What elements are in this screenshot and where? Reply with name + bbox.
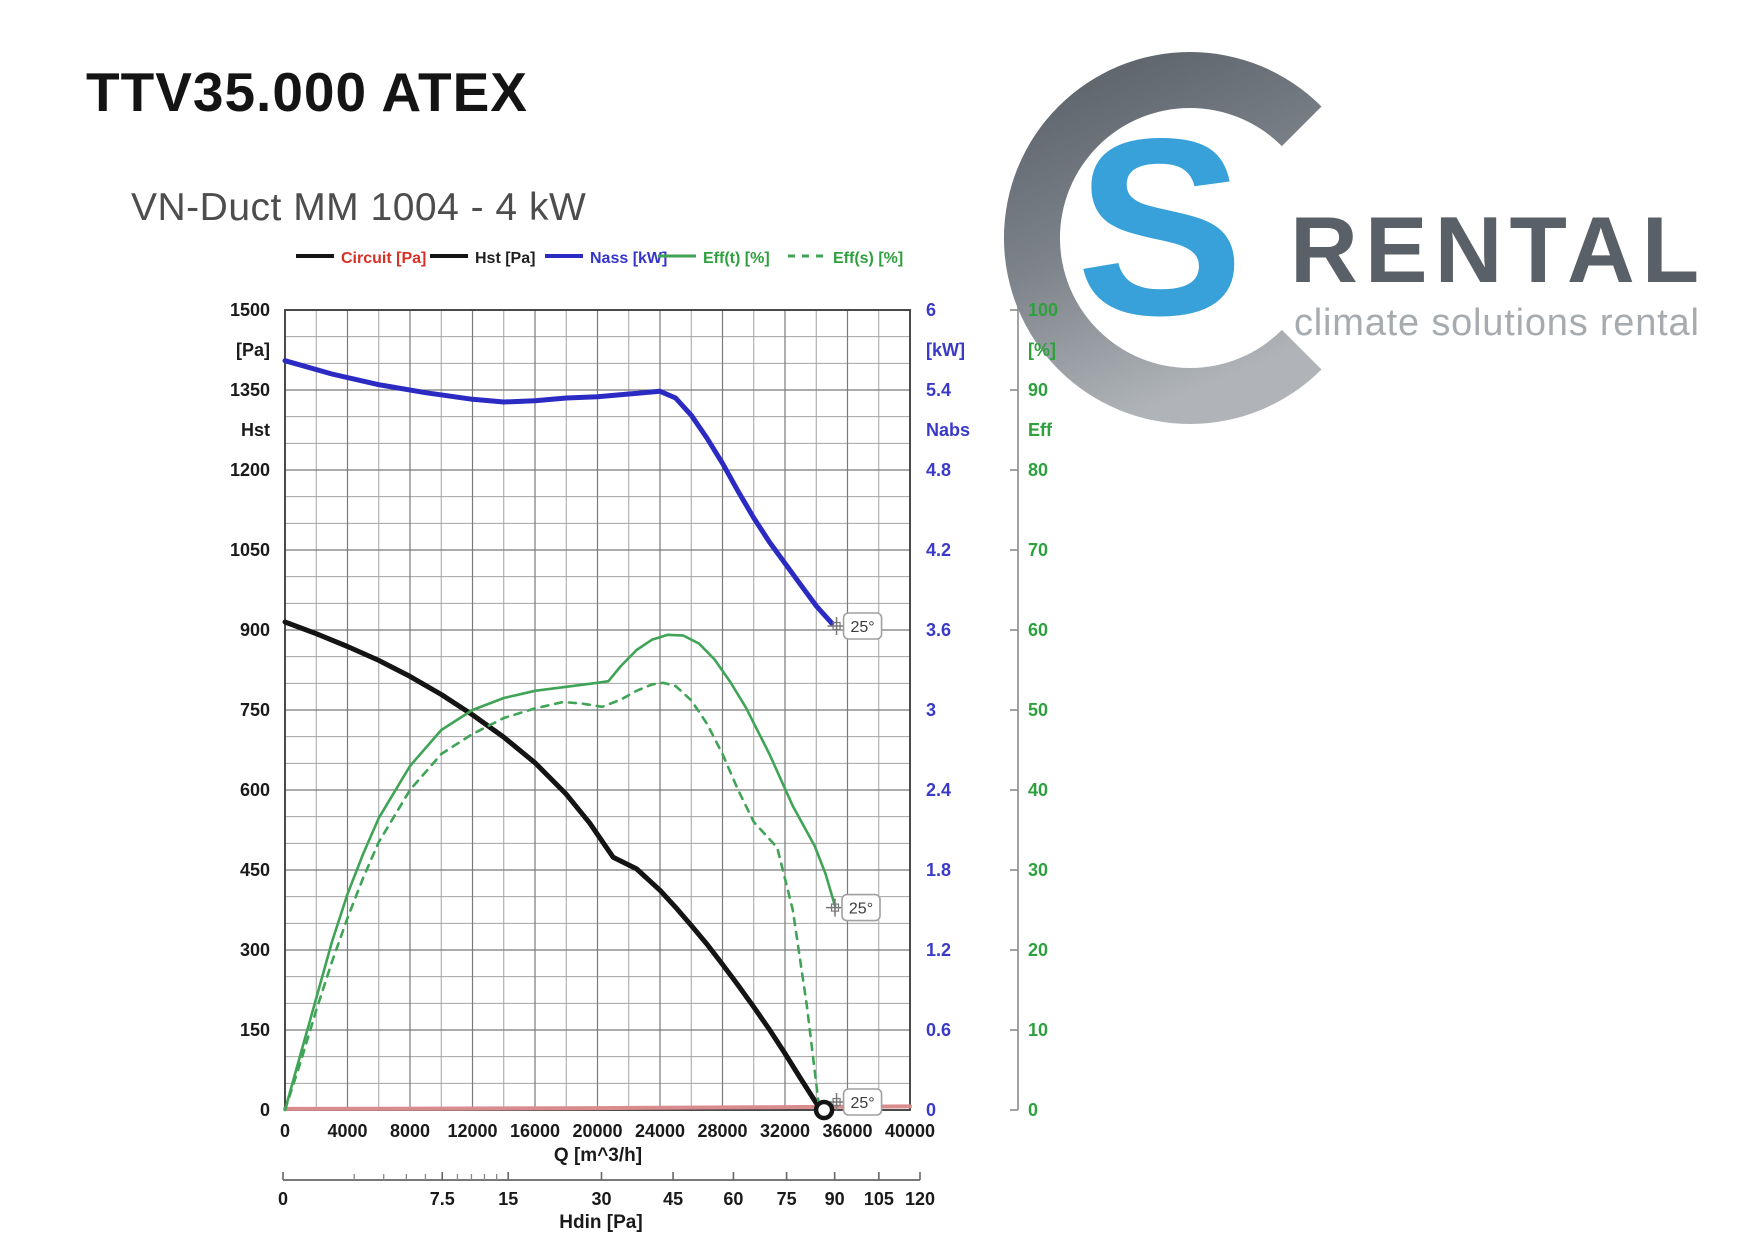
svg-text:100: 100 (1028, 300, 1058, 320)
svg-text:Nabs: Nabs (926, 420, 970, 440)
svg-text:20000: 20000 (572, 1121, 622, 1141)
svg-text:24000: 24000 (635, 1121, 685, 1141)
svg-text:[%]: [%] (1028, 340, 1056, 360)
svg-text:4.2: 4.2 (926, 540, 951, 560)
svg-text:80: 80 (1028, 460, 1048, 480)
svg-text:[Pa]: [Pa] (236, 340, 270, 360)
legend-label-circuit: Circuit [Pa] (341, 250, 426, 267)
svg-text:90: 90 (1028, 380, 1048, 400)
plot-curves (282, 358, 912, 1113)
svg-text:3: 3 (926, 700, 936, 720)
svg-text:45: 45 (663, 1189, 683, 1209)
svg-text:Eff: Eff (1028, 420, 1053, 440)
svg-text:3.6: 3.6 (926, 620, 951, 640)
svg-text:4.8: 4.8 (926, 460, 951, 480)
svg-text:0.6: 0.6 (926, 1020, 951, 1040)
logo-brand-text: RENTAL (1290, 197, 1707, 302)
plot-grid (284, 309, 911, 1111)
chart-legend: Circuit [Pa] Hst [Pa] Nass [kW] Eff(t) [… (296, 250, 903, 267)
svg-text:300: 300 (240, 940, 270, 960)
svg-text:1350: 1350 (230, 380, 270, 400)
svg-text:15: 15 (498, 1189, 518, 1209)
svg-text:20: 20 (1028, 940, 1048, 960)
svg-text:4000: 4000 (327, 1121, 367, 1141)
svg-text:70: 70 (1028, 540, 1048, 560)
svg-text:1200: 1200 (230, 460, 270, 480)
svg-text:1.8: 1.8 (926, 860, 951, 880)
svg-text:12000: 12000 (447, 1121, 497, 1141)
svg-text:105: 105 (864, 1189, 894, 1209)
svg-text:32000: 32000 (760, 1121, 810, 1141)
svg-text:1050: 1050 (230, 540, 270, 560)
svg-text:36000: 36000 (822, 1121, 872, 1141)
svg-text:Q [m^3/h]: Q [m^3/h] (554, 1145, 642, 1166)
svg-text:600: 600 (240, 780, 270, 800)
svg-text:Hst: Hst (241, 420, 270, 440)
page-title: TTV35.000 ATEX (86, 61, 528, 123)
svg-text:0: 0 (278, 1189, 288, 1209)
svg-text:Hdin [Pa]: Hdin [Pa] (559, 1212, 642, 1233)
svg-text:50: 50 (1028, 700, 1048, 720)
svg-text:90: 90 (825, 1189, 845, 1209)
svg-text:5.4: 5.4 (926, 380, 951, 400)
svg-text:16000: 16000 (510, 1121, 560, 1141)
logo-c-ring (1003, 52, 1322, 424)
svg-text:1500: 1500 (230, 300, 270, 320)
svg-text:2.4: 2.4 (926, 780, 951, 800)
logo-cs-icon: S (1003, 52, 1322, 424)
legend-label-efft: Eff(t) [%] (703, 250, 770, 267)
legend-label-effs: Eff(s) [%] (833, 250, 903, 267)
svg-text:10: 10 (1028, 1020, 1048, 1040)
svg-text:120: 120 (905, 1189, 935, 1209)
svg-text:0: 0 (280, 1121, 290, 1141)
svg-text:30: 30 (591, 1189, 611, 1209)
svg-text:25°: 25° (849, 901, 873, 918)
svg-text:7.5: 7.5 (430, 1189, 455, 1209)
svg-text:900: 900 (240, 620, 270, 640)
svg-text:750: 750 (240, 700, 270, 720)
logo-tagline-text: climate solutions rental (1294, 302, 1700, 344)
legend-label-nass: Nass [kW] (590, 250, 667, 267)
svg-text:60: 60 (1028, 620, 1048, 640)
plot-annotations: 25° 25° 25° (813, 612, 883, 1121)
svg-text:0: 0 (926, 1100, 936, 1120)
svg-text:1.2: 1.2 (926, 940, 951, 960)
company-logo: S RENTAL climate solutions rental (980, 20, 1748, 450)
logo-s-glyph: S (1076, 87, 1244, 368)
svg-text:450: 450 (240, 860, 270, 880)
svg-text:28000: 28000 (697, 1121, 747, 1141)
svg-text:0: 0 (260, 1100, 270, 1120)
svg-text:8000: 8000 (390, 1121, 430, 1141)
svg-text:40: 40 (1028, 780, 1048, 800)
svg-text:0: 0 (1028, 1100, 1038, 1120)
svg-text:6: 6 (926, 300, 936, 320)
svg-text:40000: 40000 (885, 1121, 935, 1141)
svg-text:150: 150 (240, 1020, 270, 1040)
svg-text:60: 60 (723, 1189, 743, 1209)
svg-text:25°: 25° (850, 1095, 874, 1112)
svg-text:75: 75 (777, 1189, 797, 1209)
page-subtitle: VN-Duct MM 1004 - 4 kW (131, 186, 587, 229)
legend-label-hst: Hst [Pa] (475, 250, 535, 267)
svg-text:25°: 25° (850, 619, 874, 636)
svg-text:30: 30 (1028, 860, 1048, 880)
svg-text:[kW]: [kW] (926, 340, 965, 360)
plot-axes-labels: 15001350120010509007506004503001500[Pa]H… (230, 300, 1058, 1233)
